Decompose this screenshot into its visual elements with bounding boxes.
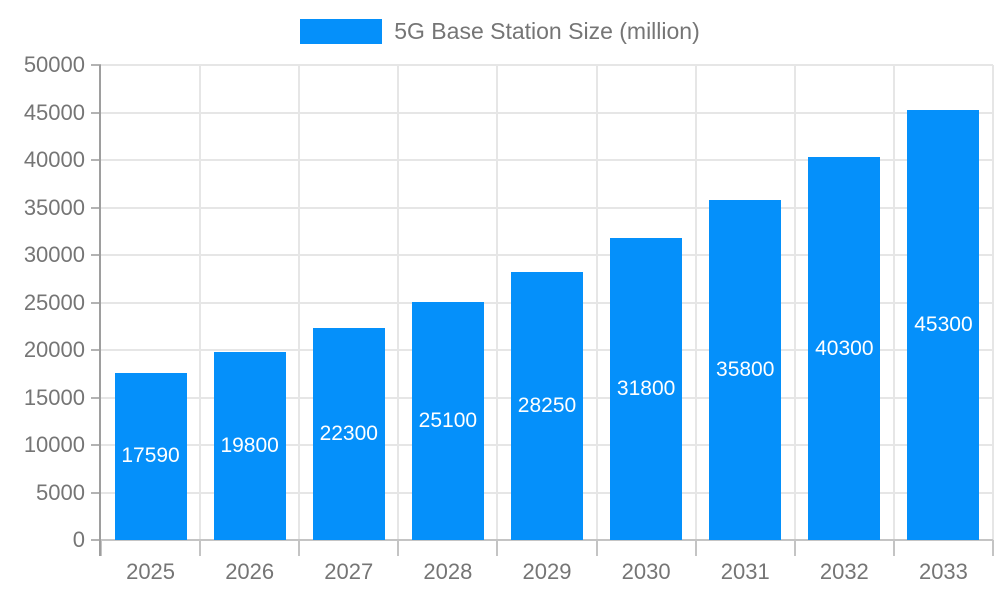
x-tick-label: 2029	[522, 559, 572, 584]
x-tick-label: 2028	[423, 559, 473, 584]
x-tick-label: 2033	[918, 559, 968, 584]
h-gridline	[101, 111, 993, 114]
x-tick-mark	[100, 540, 102, 556]
h-gridline	[101, 159, 993, 161]
x-tick-mark	[694, 540, 697, 556]
y-tick-label: 25000	[23, 289, 85, 315]
bar: 19800	[213, 351, 286, 540]
bar-value-label: 22300	[319, 422, 378, 446]
bar: 35800	[709, 199, 782, 540]
bar: 22300	[312, 328, 385, 540]
x-tick-mark	[496, 540, 499, 556]
y-tick-label: 30000	[23, 242, 85, 267]
x-tick-label: 2030	[621, 559, 671, 584]
x-tick-mark	[992, 540, 994, 556]
v-gridline	[992, 65, 994, 540]
y-tick-label: 0	[72, 527, 85, 552]
bar: 45300	[907, 109, 980, 540]
h-gridline	[101, 206, 993, 209]
bar: 28250	[511, 271, 583, 540]
bar-value-label: 45300	[914, 312, 973, 336]
y-tick-label: 10000	[23, 432, 85, 457]
bar: 17590	[114, 372, 187, 540]
y-tick-label: 20000	[23, 337, 85, 362]
y-tick-mark	[91, 539, 101, 541]
y-tick-mark	[91, 349, 101, 351]
y-tick-mark	[91, 159, 101, 161]
y-axis-line	[99, 65, 101, 556]
y-tick-label: 40000	[23, 147, 85, 172]
y-tick-mark	[91, 301, 101, 304]
v-gridline	[793, 65, 796, 540]
bar-value-label: 35800	[716, 357, 775, 381]
y-tick-label: 50000	[23, 52, 85, 77]
y-tick-label: 15000	[23, 384, 85, 410]
bar-value-label: 19800	[220, 433, 279, 457]
y-tick-mark	[91, 111, 101, 114]
h-gridline	[101, 254, 993, 256]
v-gridline	[199, 65, 202, 540]
v-gridline	[298, 65, 301, 540]
x-tick-label: 2031	[720, 559, 770, 584]
bar-value-label: 25100	[418, 408, 478, 432]
y-tick-label: 35000	[23, 194, 85, 220]
y-tick-mark	[91, 206, 101, 209]
bar-value-label: 28250	[517, 393, 577, 417]
bar: 40300	[808, 157, 881, 540]
x-tick-label: 2025	[126, 559, 176, 584]
y-tick-mark	[91, 444, 101, 446]
legend-swatch	[300, 19, 383, 44]
x-tick-label: 2027	[324, 559, 374, 584]
x-tick-label: 2032	[819, 559, 869, 584]
v-gridline	[694, 65, 697, 540]
x-tick-mark	[793, 540, 796, 556]
x-tick-label: 2026	[225, 559, 275, 584]
bar: 31800	[610, 237, 683, 540]
y-tick-label: 5000	[36, 479, 85, 505]
y-tick-mark	[91, 396, 101, 399]
v-gridline	[595, 65, 598, 540]
bar-value-label: 17590	[121, 444, 180, 468]
v-gridline	[496, 65, 499, 540]
x-axis-line	[101, 539, 993, 541]
bar-value-label: 31800	[616, 376, 676, 400]
x-tick-mark	[397, 540, 400, 556]
legend: 5G Base Station Size (million)	[0, 18, 1000, 45]
y-tick-mark	[91, 491, 101, 494]
y-tick-mark	[91, 64, 101, 66]
h-gridline	[101, 64, 993, 66]
x-tick-mark	[298, 540, 301, 556]
legend-label: 5G Base Station Size (million)	[394, 18, 700, 44]
bar-value-label: 40300	[815, 336, 874, 360]
x-tick-mark	[595, 540, 598, 556]
y-tick-mark	[91, 254, 101, 256]
x-tick-mark	[892, 540, 895, 556]
v-gridline	[892, 65, 895, 540]
v-gridline	[397, 65, 400, 540]
y-tick-label: 45000	[23, 99, 85, 125]
bar: 25100	[411, 301, 484, 540]
x-tick-mark	[199, 540, 202, 556]
